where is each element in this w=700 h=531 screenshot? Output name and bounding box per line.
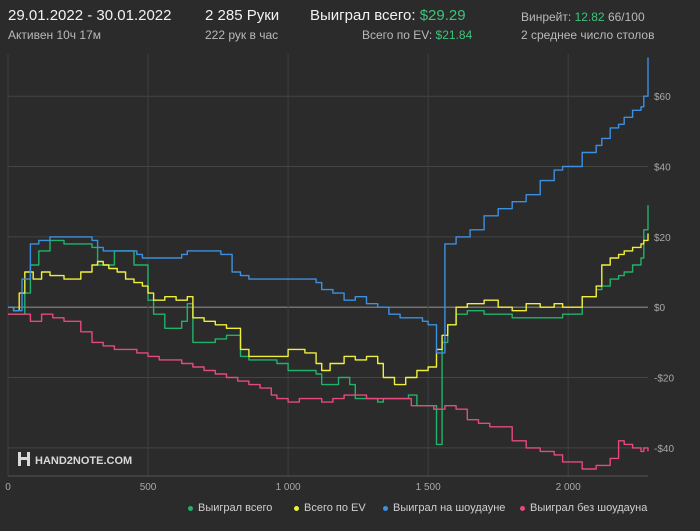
brand-text: HAND2NOTE.COM <box>35 455 132 467</box>
legend-item-showdown[interactable]: Выиграл на шоудауне <box>383 502 505 514</box>
ev-total-value: $21.84 <box>435 28 473 42</box>
brand-logo-mark-2 <box>21 457 27 460</box>
y-tick-label-2: $20 <box>654 233 671 244</box>
y-tick-label-3: $0 <box>654 303 666 314</box>
y-tick-label-0: $60 <box>654 92 671 103</box>
legend-item-won-total[interactable]: Выиграл всего <box>188 502 272 514</box>
won-total: Выиграл всего: $29.29 <box>310 7 466 24</box>
x-tick-label-4: 2 000 <box>556 482 581 492</box>
legend-dot-showdown <box>383 505 388 511</box>
series-line-1 <box>8 233 649 386</box>
winrate-label: Винрейт: <box>521 10 572 24</box>
series-line-0 <box>8 205 649 446</box>
brand-logo-mark-1 <box>27 452 30 466</box>
header: 29.01.2022 - 30.01.2022 Активен 10ч 17м … <box>0 0 700 52</box>
winrate-extra: 66/100 <box>607 10 645 24</box>
won-total-label: Выиграл всего: <box>310 7 416 24</box>
x-tick-label-2: 1 000 <box>276 482 301 492</box>
legend-dot-won-total <box>188 505 193 511</box>
profit-chart: $60 $40 $20 $0 -$20 -$40 0 500 1 000 1 500 2 000 HA… <box>5 54 674 492</box>
date-range[interactable]: 29.01.2022 - 30.01.2022 <box>8 7 172 24</box>
avg-tables: 2 среднее число столов <box>521 28 655 42</box>
series-line-3 <box>8 313 649 470</box>
x-tick-label-3: 1 500 <box>416 482 441 492</box>
x-tick-label-0: 0 <box>5 482 11 492</box>
winrate-value: 12.82 <box>574 10 605 24</box>
legend-label-ev: Всего по EV <box>304 502 366 514</box>
brand-logo-mark-0 <box>18 452 21 466</box>
ev-total: Всего по EV: $21.84 <box>362 28 472 42</box>
ev-total-label: Всего по EV: <box>362 28 433 42</box>
legend-dot-ev <box>294 505 299 511</box>
winrate: Винрейт: 12.82 66/100 <box>521 10 645 24</box>
brand-logo <box>18 452 30 466</box>
x-tick-label-1: 500 <box>140 482 157 492</box>
legend-label-showdown: Выиграл на шоудауне <box>393 502 506 514</box>
won-total-value: $29.29 <box>419 7 466 24</box>
y-tick-label-1: $40 <box>654 163 671 174</box>
hands-per-hour: 222 рук в час <box>205 28 279 42</box>
series-line-2 <box>8 57 649 354</box>
legend-dot-non-showdown <box>520 505 525 511</box>
legend-item-ev[interactable]: Всего по EV <box>294 502 366 514</box>
legend-label-won-total: Выиграл всего <box>198 502 273 514</box>
chart-legend: Выиграл всего Всего по EV Выиграл на шоу… <box>0 502 700 522</box>
y-tick-label-5: -$40 <box>654 444 674 455</box>
legend-label-non-showdown: Выиграл без шоудауна <box>530 502 648 514</box>
y-tick-label-4: -$20 <box>654 374 674 385</box>
hands-count: 2 285 Руки <box>205 7 280 24</box>
active-time: Активен 10ч 17м <box>8 28 101 42</box>
legend-item-non-showdown[interactable]: Выиграл без шоудауна <box>520 502 647 514</box>
